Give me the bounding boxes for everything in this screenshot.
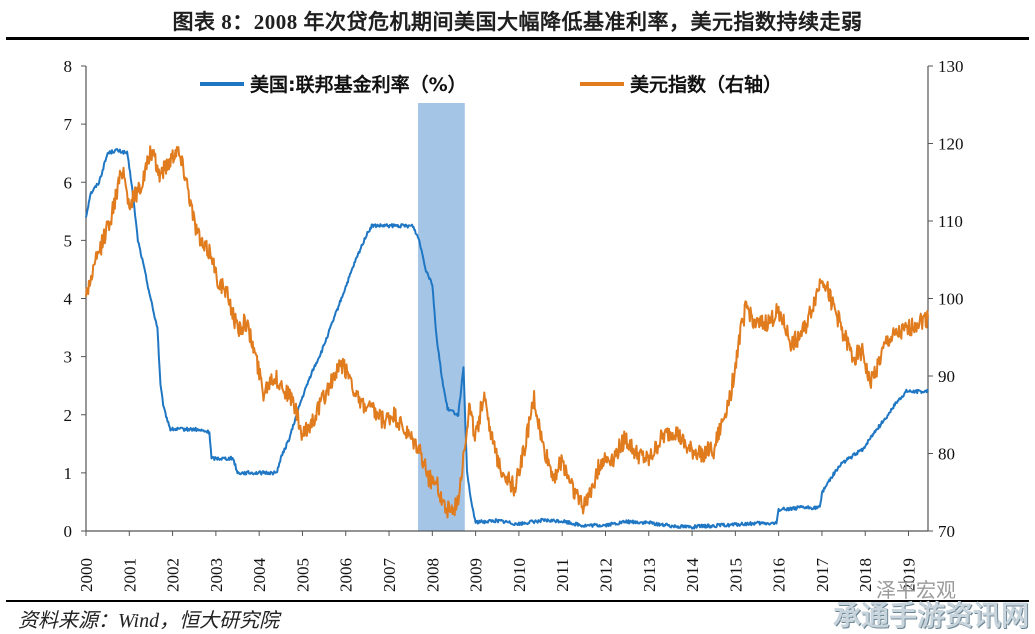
x-tick-label: 2017 — [813, 558, 832, 593]
x-tick-label: 2010 — [510, 558, 529, 592]
y-left-tick-label: 2 — [64, 406, 73, 425]
x-tick-label: 2006 — [337, 558, 356, 592]
x-tick-label: 2015 — [726, 558, 745, 592]
legend-label: 美元指数（右轴） — [630, 73, 782, 96]
y-right-tick-label: 130 — [938, 57, 964, 76]
x-tick-label: 2004 — [250, 558, 269, 593]
y-left-tick-label: 5 — [64, 231, 73, 250]
watermark-account: 泽平宏观 — [876, 578, 956, 602]
series-line-fed-funds-rate — [85, 148, 929, 530]
y-left-tick-label: 4 — [64, 290, 73, 309]
watermark-site: 承通手游资讯网 — [832, 599, 1029, 632]
y-left-tick-label: 8 — [64, 57, 73, 76]
x-tick-label: 2014 — [683, 558, 702, 593]
x-tick-label: 2013 — [640, 558, 659, 592]
y-left-tick-label: 7 — [64, 115, 73, 134]
x-tick-label: 2016 — [770, 558, 789, 592]
y-right-tick-label: 110 — [938, 212, 963, 231]
title-rule — [6, 37, 1029, 40]
x-tick-label: 2003 — [207, 558, 226, 592]
source-note: 资料来源：Wind，恒大研究院 — [18, 610, 280, 632]
x-tick-label: 2001 — [120, 558, 139, 592]
chart-plot: 0 1 2 3 4 5 6 7 8 70 80 90 100 110 120 130 2000 2001 2002 2… — [64, 57, 964, 593]
y-right-tick-label: 80 — [938, 445, 955, 464]
x-tick-label: 2000 — [77, 558, 96, 592]
x-tick-label: 2012 — [596, 558, 615, 592]
x-tick-label: 2019 — [900, 558, 919, 592]
chart-title: 图表 8：2008 年次贷危机期间美国大幅降低基准利率，美元指数持续走弱 — [172, 10, 863, 34]
x-tick-label: 2011 — [553, 558, 572, 591]
y-left-tick-label: 6 — [64, 173, 73, 192]
x-tick-label: 2009 — [467, 558, 486, 592]
y-right-tick-label: 90 — [938, 367, 955, 386]
x-tick-label: 2002 — [164, 558, 183, 592]
source-rule — [6, 600, 1029, 602]
y-right-tick-label: 100 — [938, 290, 964, 309]
y-left-tick-label: 1 — [64, 464, 73, 483]
x-tick-label: 2007 — [380, 558, 399, 593]
y-left-tick-label: 0 — [64, 522, 73, 541]
y-right-tick-label: 70 — [938, 522, 955, 541]
series-line-usd-index — [85, 145, 929, 519]
legend-label: 美国:联邦基金利率（%） — [250, 73, 467, 96]
x-tick-label: 2008 — [423, 558, 442, 592]
y-left-tick-label: 3 — [64, 348, 73, 367]
x-tick-label: 2005 — [293, 558, 312, 592]
y-right-tick-label: 120 — [938, 135, 964, 154]
x-tick-label: 2018 — [856, 558, 875, 592]
